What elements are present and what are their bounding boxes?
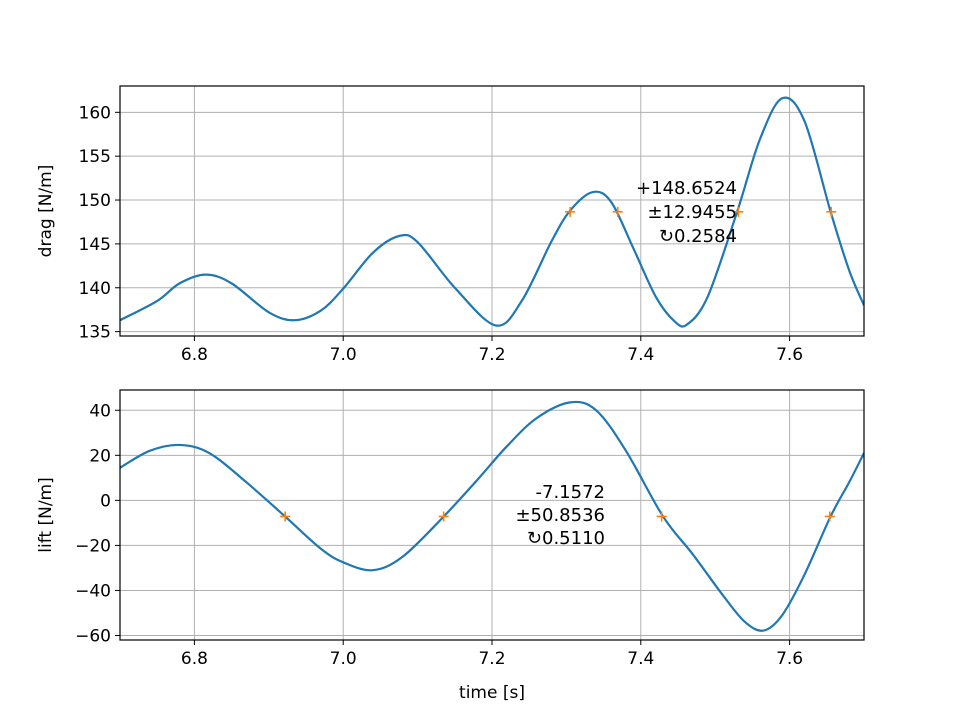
y-tick-label: 155 xyxy=(79,147,111,167)
crossing-marker xyxy=(656,511,667,522)
stats-annotation-line: +148.6524 xyxy=(636,178,737,199)
stats-annotation-line: ±12.9455 xyxy=(647,202,737,223)
x-tick-label: 6.8 xyxy=(181,345,208,365)
y-tick-label: 145 xyxy=(79,235,111,255)
series-line xyxy=(120,400,864,632)
y-tick-label: 160 xyxy=(79,103,111,123)
lift-ylabel: lift [N/m] xyxy=(36,477,56,552)
y-tick-label: −60 xyxy=(75,626,111,646)
y-tick-label: −40 xyxy=(75,581,111,601)
y-tick-label: 135 xyxy=(79,323,111,343)
time-xlabel: time [s] xyxy=(459,683,525,703)
x-tick-label: 6.8 xyxy=(181,649,208,669)
y-tick-label: −20 xyxy=(75,536,111,556)
crossing-marker xyxy=(438,511,449,522)
crossing-marker xyxy=(280,511,291,522)
crossing-marker xyxy=(826,206,837,217)
drag-subplot: drag [N/m] 6.8 7.0 7.2 7.4 7.6 135 140 145 150 15… xyxy=(36,85,865,365)
crossing-marker xyxy=(565,206,576,217)
series-line xyxy=(120,96,864,328)
x-tick-label: 7.4 xyxy=(627,649,654,669)
crossing-marker xyxy=(612,206,623,217)
x-tick-label: 7.6 xyxy=(776,649,803,669)
y-tick-label: 150 xyxy=(79,191,111,211)
crossing-marker xyxy=(733,206,744,217)
y-tick-label: 0 xyxy=(100,491,111,511)
y-tick-label: 40 xyxy=(89,401,111,421)
x-tick-label: 7.6 xyxy=(776,345,803,365)
x-tick-label: 7.4 xyxy=(627,345,654,365)
stats-annotation-line: ↻0.5110 xyxy=(527,528,605,549)
x-tick-label: 7.2 xyxy=(478,345,505,365)
lift-subplot: lift [N/m] time [s] 6.8 7.0 7.2 7.4 7.6 −60 −4… xyxy=(36,389,865,703)
y-tick-label: 140 xyxy=(79,279,111,299)
stats-annotation-line: ↻0.2584 xyxy=(659,226,737,247)
x-tick-label: 7.2 xyxy=(478,649,505,669)
y-tick-label: 20 xyxy=(89,446,111,466)
x-tick-label: 7.0 xyxy=(330,649,357,669)
stats-annotation-line: -7.1572 xyxy=(536,482,605,503)
crossing-marker xyxy=(824,511,835,522)
stats-annotation-line: ±50.8536 xyxy=(515,505,605,526)
drag-ylabel: drag [N/m] xyxy=(36,165,56,258)
x-tick-label: 7.0 xyxy=(330,345,357,365)
